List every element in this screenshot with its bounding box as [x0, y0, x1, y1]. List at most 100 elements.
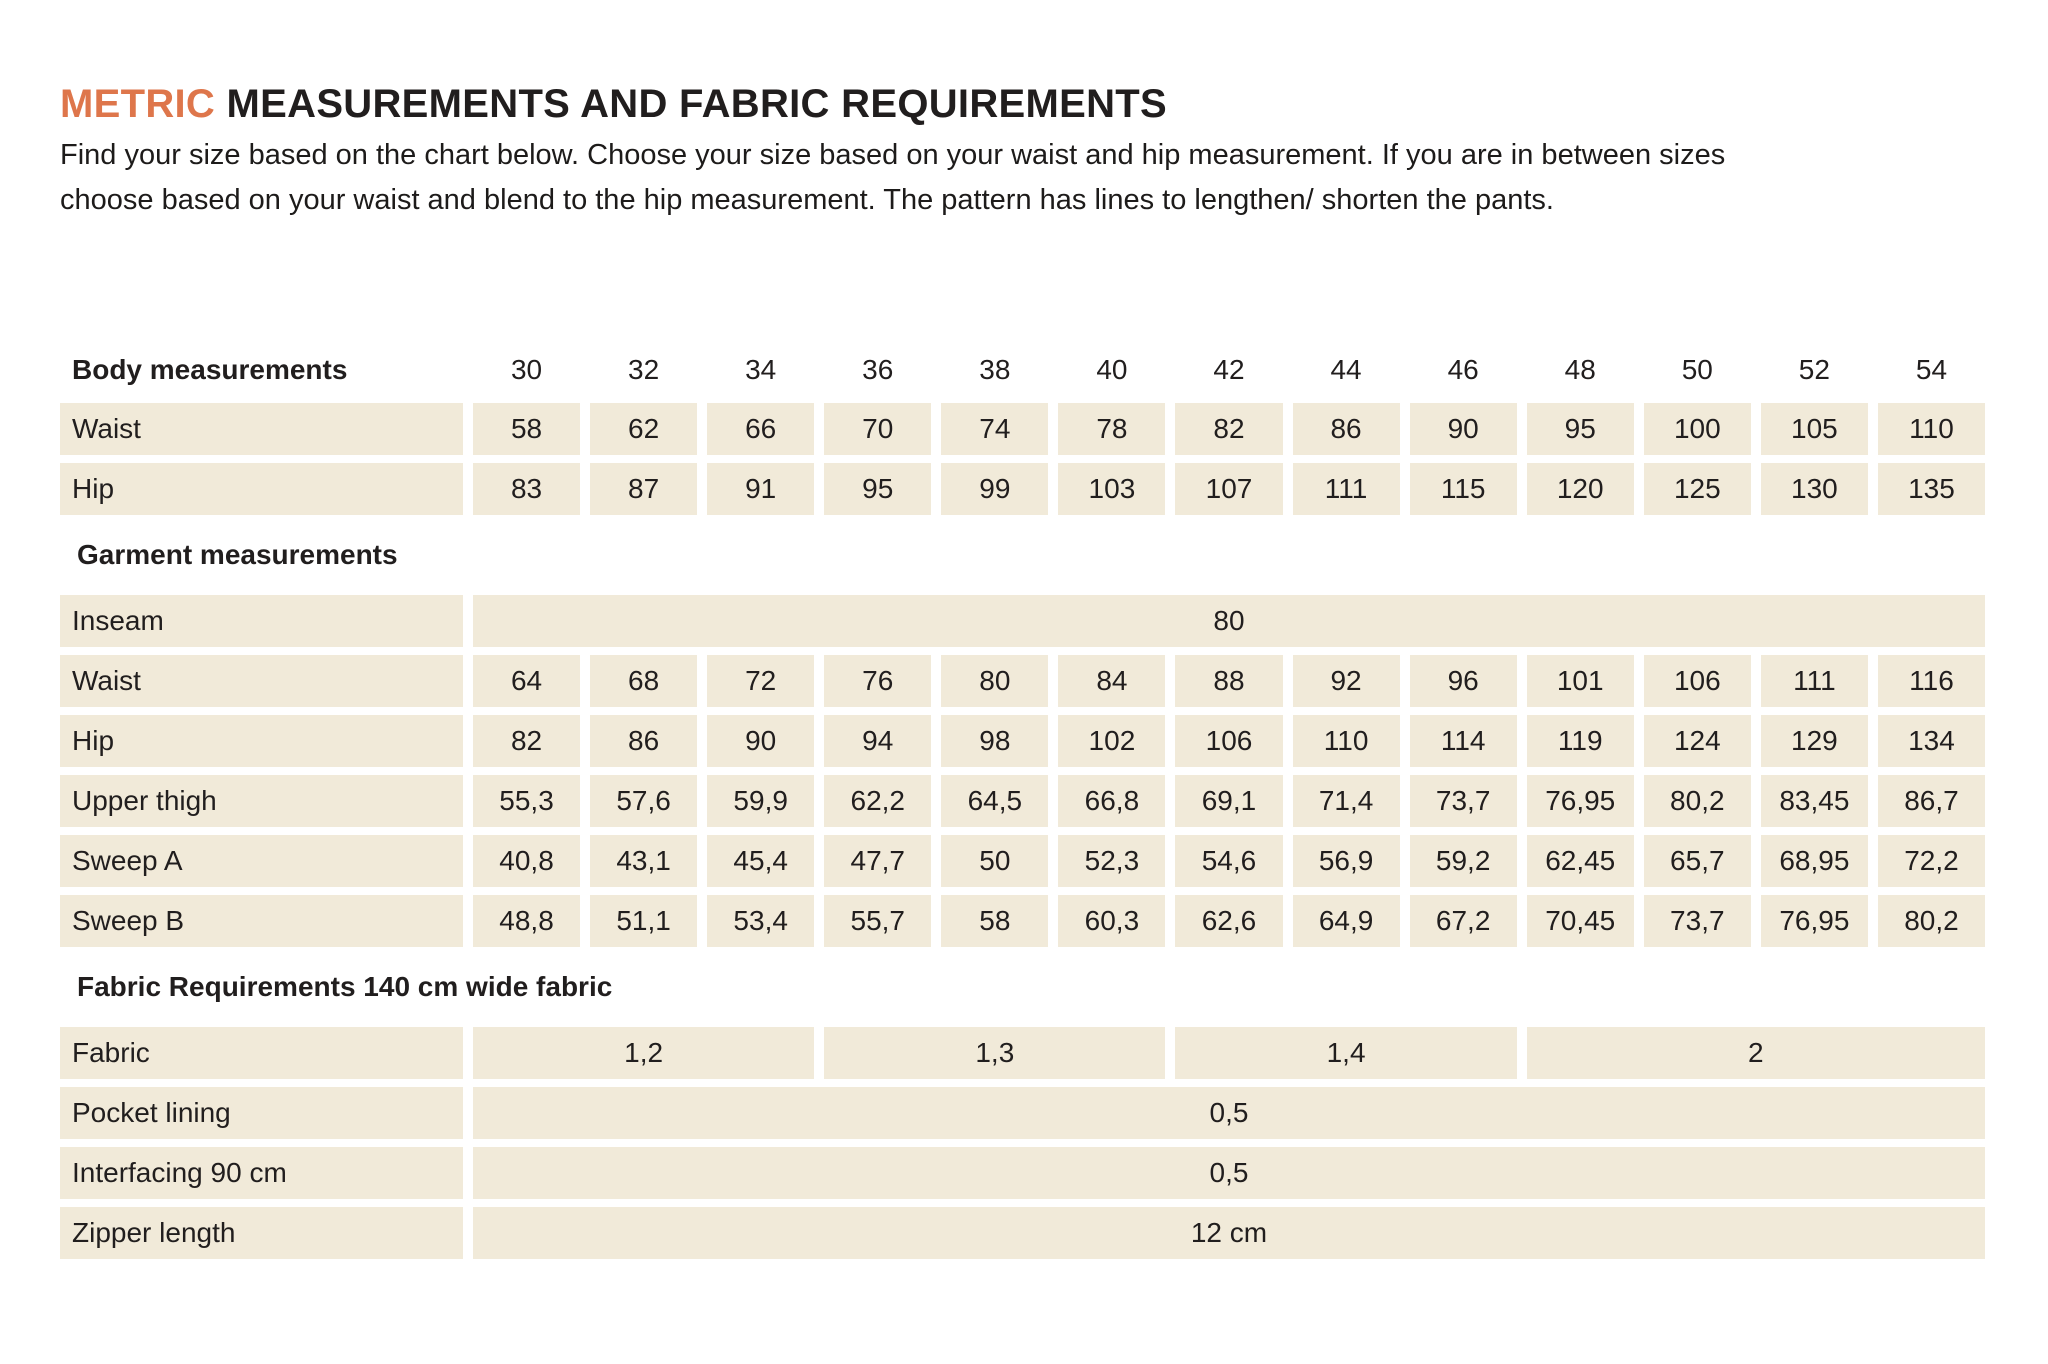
value-cell: 54,6	[1175, 835, 1283, 887]
row-label: Upper thigh	[60, 775, 463, 827]
page-title-highlight: METRIC	[60, 82, 216, 126]
row-label: Zipper length	[60, 1207, 463, 1259]
value-cell: 53,4	[707, 895, 815, 947]
value-cell: 57,6	[590, 775, 698, 827]
fabric-requirements-header: Fabric Requirements 140 cm wide fabric	[77, 971, 613, 1002]
value-cell: 66	[707, 403, 815, 455]
value-cell: 124	[1643, 715, 1751, 767]
value-cell: 111	[1292, 463, 1400, 515]
intro-line-1: Find your size based on the chart below.…	[60, 139, 1726, 171]
document-page: METRIC MEASUREMENTS AND FABRIC REQUIREME…	[60, 84, 1988, 1259]
merged-value-cell: 1,2	[473, 1027, 815, 1079]
value-cell: 115	[1409, 463, 1517, 515]
value-cell: 71,4	[1292, 775, 1400, 827]
value-cell: 80,2	[1643, 775, 1751, 827]
value-cell: 60,3	[1058, 895, 1166, 947]
size-column-header: 42	[1213, 354, 1245, 385]
value-cell: 62	[590, 403, 698, 455]
value-cell: 64	[473, 655, 581, 707]
value-cell: 134	[1877, 715, 1985, 767]
value-cell: 66,8	[1058, 775, 1166, 827]
value-cell: 95	[824, 463, 932, 515]
value-cell: 90	[1409, 403, 1517, 455]
value-cell: 83,45	[1760, 775, 1868, 827]
merged-value-cell: 80	[473, 595, 1985, 647]
value-cell: 73,7	[1643, 895, 1751, 947]
value-cell: 40,8	[473, 835, 581, 887]
value-cell: 52,3	[1058, 835, 1166, 887]
value-cell: 120	[1526, 463, 1634, 515]
page-title-rest: MEASUREMENTS AND FABRIC REQUIREMENTS	[215, 82, 1168, 126]
value-cell: 102	[1058, 715, 1166, 767]
row-label: Inseam	[60, 595, 463, 647]
garment-measurements-header: Garment measurements	[77, 539, 398, 570]
intro-line-2: choose based on your waist and blend to …	[60, 184, 1554, 216]
value-cell: 119	[1526, 715, 1634, 767]
value-cell: 110	[1877, 403, 1985, 455]
size-column-header: 44	[1330, 354, 1362, 385]
size-column-header: 50	[1681, 354, 1713, 385]
value-cell: 80	[941, 655, 1049, 707]
value-cell: 86	[590, 715, 698, 767]
value-cell: 55,7	[824, 895, 932, 947]
size-column-header: 32	[628, 354, 660, 385]
value-cell: 103	[1058, 463, 1166, 515]
body-measurements-header: Body measurements	[72, 354, 348, 385]
value-cell: 69,1	[1175, 775, 1283, 827]
value-cell: 45,4	[707, 835, 815, 887]
value-cell: 70,45	[1526, 895, 1634, 947]
value-cell: 100	[1643, 403, 1751, 455]
value-cell: 90	[707, 715, 815, 767]
merged-value-cell: 1,4	[1175, 1027, 1517, 1079]
value-cell: 47,7	[824, 835, 932, 887]
value-cell: 129	[1760, 715, 1868, 767]
merged-value-cell: 1,3	[824, 1027, 1166, 1079]
value-cell: 58	[473, 403, 581, 455]
value-cell: 76,95	[1526, 775, 1634, 827]
value-cell: 96	[1409, 655, 1517, 707]
size-column-header: 54	[1915, 354, 1948, 385]
value-cell: 59,9	[707, 775, 815, 827]
value-cell: 56,9	[1292, 835, 1400, 887]
value-cell: 99	[941, 463, 1049, 515]
value-cell: 86,7	[1877, 775, 1985, 827]
size-column-header: 30	[510, 354, 543, 385]
merged-value-cell: 0,5	[473, 1087, 1985, 1139]
value-cell: 116	[1877, 655, 1985, 707]
value-cell: 92	[1292, 655, 1400, 707]
value-cell: 59,2	[1409, 835, 1517, 887]
merged-value-cell: 0,5	[473, 1147, 1985, 1199]
value-cell: 50	[941, 835, 1049, 887]
value-cell: 82	[473, 715, 581, 767]
value-cell: 87	[590, 463, 698, 515]
value-cell: 95	[1526, 403, 1634, 455]
row-label: Sweep A	[60, 835, 463, 887]
value-cell: 86	[1292, 403, 1400, 455]
value-cell: 76	[824, 655, 932, 707]
value-cell: 84	[1058, 655, 1166, 707]
page-title: METRIC MEASUREMENTS AND FABRIC REQUIREME…	[60, 84, 1988, 124]
size-column-header: 36	[862, 354, 894, 385]
size-column-header: 46	[1447, 354, 1479, 385]
value-cell: 94	[824, 715, 932, 767]
value-cell: 88	[1175, 655, 1283, 707]
row-label: Waist	[60, 403, 463, 455]
value-cell: 111	[1760, 655, 1868, 707]
value-cell: 72,2	[1877, 835, 1985, 887]
value-cell: 64,5	[941, 775, 1049, 827]
value-cell: 83	[473, 463, 581, 515]
value-cell: 62,45	[1526, 835, 1634, 887]
size-column-header: 34	[745, 354, 777, 385]
value-cell: 135	[1877, 463, 1985, 515]
value-cell: 62,2	[824, 775, 932, 827]
value-cell: 70	[824, 403, 932, 455]
row-label: Pocket lining	[60, 1087, 463, 1139]
value-cell: 80,2	[1877, 895, 1985, 947]
row-label: Waist	[60, 655, 463, 707]
row-label: Fabric	[60, 1027, 463, 1079]
merged-value-cell: 2	[1526, 1027, 1985, 1079]
value-cell: 91	[707, 463, 815, 515]
value-cell: 62,6	[1175, 895, 1283, 947]
value-cell: 130	[1760, 463, 1868, 515]
size-column-header: 40	[1096, 354, 1128, 385]
